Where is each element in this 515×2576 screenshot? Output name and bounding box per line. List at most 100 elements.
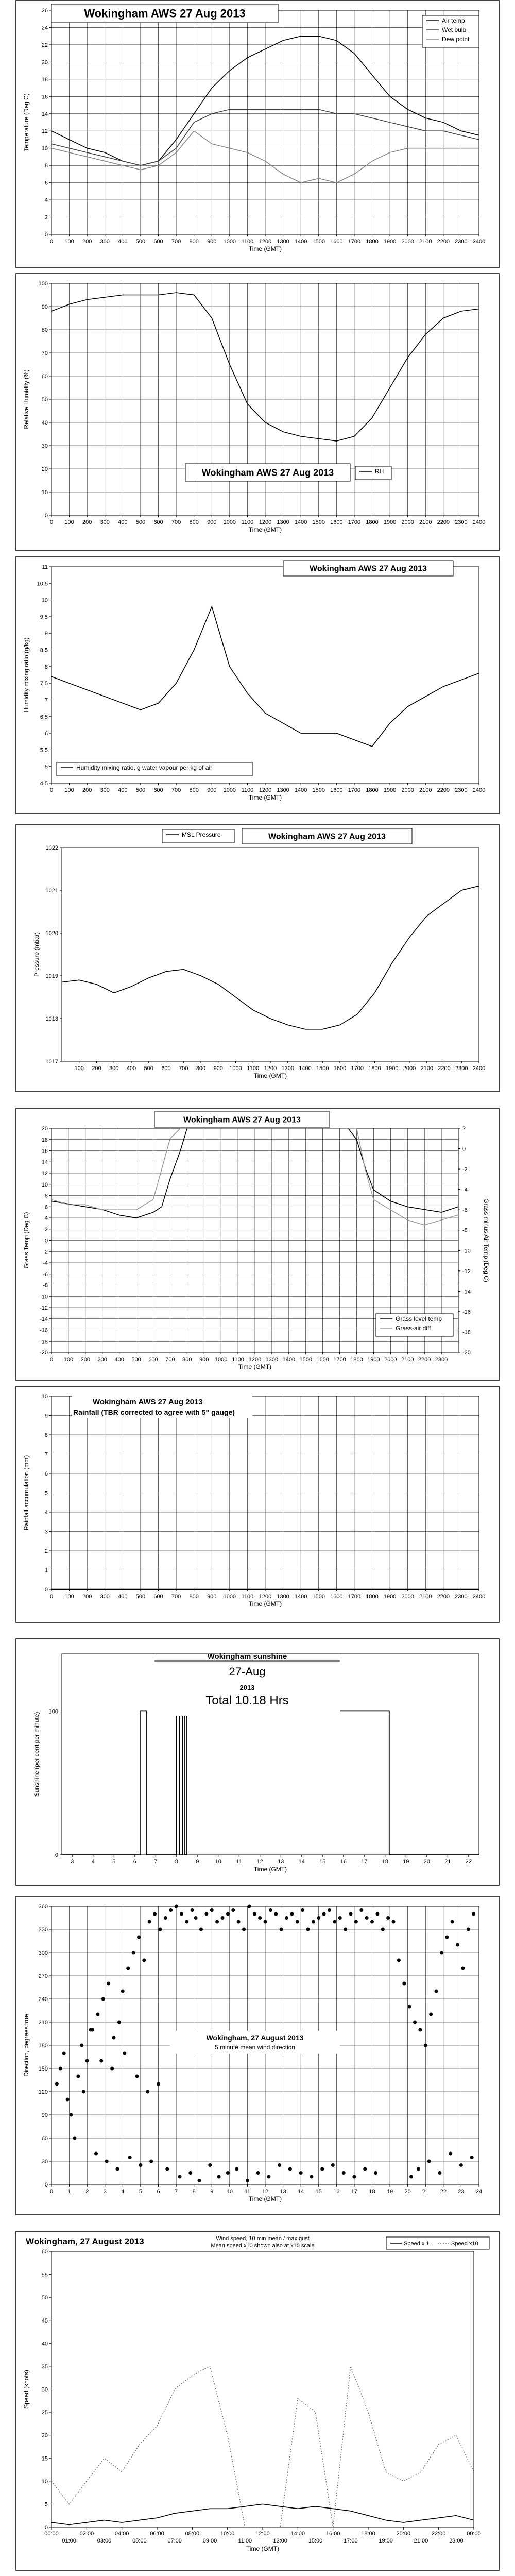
x-tick-label: 2400 bbox=[473, 1594, 485, 1600]
x-tick-label: 2000 bbox=[401, 787, 414, 793]
x-axis-label: Time (GMT) bbox=[238, 1363, 271, 1370]
x-tick-label: 100 bbox=[64, 787, 74, 793]
legend-entry: Air temp bbox=[442, 17, 465, 24]
x-tick-label: 11 bbox=[245, 2189, 250, 2195]
x-tick-label-major: 16:00 bbox=[326, 2531, 340, 2537]
wind-dir-point bbox=[80, 2043, 84, 2047]
y-tick-label: 120 bbox=[39, 2089, 48, 2095]
x-tick-label: 1600 bbox=[330, 239, 342, 245]
x-tick-label: 13 bbox=[280, 2189, 286, 2195]
x-axis-label: Time (GMT) bbox=[249, 526, 282, 533]
x-tick-label: 7 bbox=[154, 1859, 157, 1865]
x-tick-label: 17 bbox=[361, 1859, 367, 1865]
wind-dir-point bbox=[338, 1916, 342, 1920]
y-tick-label: 12 bbox=[42, 1171, 48, 1177]
wind-dir-point bbox=[236, 1920, 241, 1924]
chart-title: Wokingham, 27 August 2013 bbox=[26, 2236, 144, 2246]
panel-frame bbox=[15, 1108, 500, 1381]
x-tick-label: 200 bbox=[82, 787, 92, 793]
wind-dir-point bbox=[174, 1904, 178, 1908]
x-tick-label-major: 20:00 bbox=[397, 2531, 411, 2537]
x-tick-label: 2100 bbox=[419, 787, 432, 793]
y-tick-label: 360 bbox=[39, 1904, 48, 1910]
wind-dir-point bbox=[311, 1920, 315, 1924]
x-tick-label: 1300 bbox=[266, 1357, 278, 1363]
x-tick-label: 1800 bbox=[368, 1065, 381, 1072]
panel-frame bbox=[15, 1386, 500, 1623]
x-tick-label-major: 04:00 bbox=[115, 2531, 129, 2537]
x-tick-label: 1500 bbox=[313, 787, 325, 793]
x-tick-label: 600 bbox=[153, 519, 163, 526]
y-tick-label: 0 bbox=[45, 1238, 48, 1244]
y-axis-label: Relative Humidity (%) bbox=[23, 369, 30, 429]
x-tick-label: 100 bbox=[64, 239, 74, 245]
rain-chart-panel: 0 1 2 3 4 5 6 7 8 9 10 0 100 200 300 400 500 600 700 800 900… bbox=[15, 1386, 500, 1623]
x-tick-label: 700 bbox=[171, 519, 181, 526]
y-tick-label: 30 bbox=[42, 2387, 48, 2393]
x-tick-label-minor: 03:00 bbox=[97, 2538, 112, 2544]
x-tick-label: 20 bbox=[405, 2189, 411, 2195]
x-tick-label: 2000 bbox=[403, 1065, 416, 1072]
wind-dir-point bbox=[341, 2171, 346, 2175]
wind-dir-point bbox=[146, 2090, 150, 2094]
y-tick-label: 0 bbox=[45, 513, 48, 519]
x-tick-label: 200 bbox=[82, 519, 92, 526]
y-tick-label: 4 bbox=[45, 1510, 48, 1516]
wind-dir-point bbox=[112, 2036, 116, 2040]
x-tick-label: 0 bbox=[50, 787, 53, 793]
x-tick-label: 900 bbox=[207, 787, 216, 793]
x-tick-label: 1900 bbox=[367, 1357, 380, 1363]
x-tick-label-major: 18:00 bbox=[361, 2531, 375, 2537]
y-tick-label: 6 bbox=[45, 731, 48, 737]
y2-tick-label: -12 bbox=[462, 1268, 471, 1275]
x-tick-label: 21 bbox=[422, 2189, 428, 2195]
y-tick-label: 4 bbox=[45, 1215, 48, 1222]
x-tick-label: 1000 bbox=[224, 519, 236, 526]
y-tick-label: 40 bbox=[42, 2341, 48, 2347]
y-tick-label: 55 bbox=[42, 2272, 48, 2278]
panel-frame bbox=[15, 2231, 500, 2571]
wind-dir-point bbox=[101, 1997, 105, 2001]
x-tick-label-major: 10:00 bbox=[220, 2531, 235, 2537]
x-tick-label: 2300 bbox=[455, 519, 467, 526]
x-tick-label: 1800 bbox=[366, 1594, 378, 1600]
x-tick-label: 1100 bbox=[242, 787, 254, 793]
y-axis-label: Pressure (mbar) bbox=[33, 932, 40, 977]
wind-dir-point bbox=[194, 1916, 198, 1920]
y-tick-label: 11 bbox=[42, 564, 48, 570]
y-tick-label: 60 bbox=[42, 2136, 48, 2142]
chart-title: Wokingham AWS 27 Aug 2013 bbox=[84, 7, 245, 20]
wind-dir-point bbox=[413, 2020, 417, 2024]
x-tick-label: 2100 bbox=[419, 239, 432, 245]
x-tick-label: 300 bbox=[100, 787, 110, 793]
x-tick-label: 1800 bbox=[366, 239, 378, 245]
series-line-speed-x-1 bbox=[51, 2503, 474, 2526]
y-tick-label: 10.5 bbox=[37, 581, 48, 587]
x-tick-label: 300 bbox=[98, 1357, 107, 1363]
x-tick-label: 1200 bbox=[249, 1357, 261, 1363]
x-tick-label: 1400 bbox=[295, 519, 307, 526]
y-tick-label: 0 bbox=[45, 2524, 48, 2531]
y-tick-label: 90 bbox=[42, 304, 48, 310]
x-tick-label: 600 bbox=[148, 1357, 158, 1363]
x-tick-label: 200 bbox=[81, 1357, 90, 1363]
legend-box bbox=[56, 762, 253, 776]
x-tick-label: 2300 bbox=[455, 1065, 468, 1072]
x-tick-label: 1700 bbox=[351, 1065, 364, 1072]
x-tick-label: 13 bbox=[278, 1859, 284, 1865]
y2-tick-label: -20 bbox=[462, 1350, 471, 1356]
y-tick-label: -4 bbox=[43, 1260, 48, 1266]
x-tick-label: 700 bbox=[179, 1065, 188, 1072]
pressure-chart-panel: 1017 1018 1019 1020 1021 1022 100 200 300 400 500 6… bbox=[15, 824, 500, 1092]
x-tick-label: 500 bbox=[144, 1065, 153, 1072]
x-tick-label: 1100 bbox=[242, 519, 254, 526]
wind-dir-point bbox=[131, 1951, 135, 1955]
y-tick-label: 8 bbox=[45, 1432, 48, 1438]
x-tick-label: 800 bbox=[189, 239, 198, 245]
y-axis-label: Grass Temp (Deg C) bbox=[23, 1212, 30, 1269]
x-tick-label: 18 bbox=[369, 2189, 375, 2195]
chart-title: Wokingham AWS 27 Aug 2013 bbox=[183, 1116, 301, 1125]
x-tick-label: 1900 bbox=[386, 1065, 398, 1072]
x-tick-label: 1800 bbox=[366, 787, 378, 793]
